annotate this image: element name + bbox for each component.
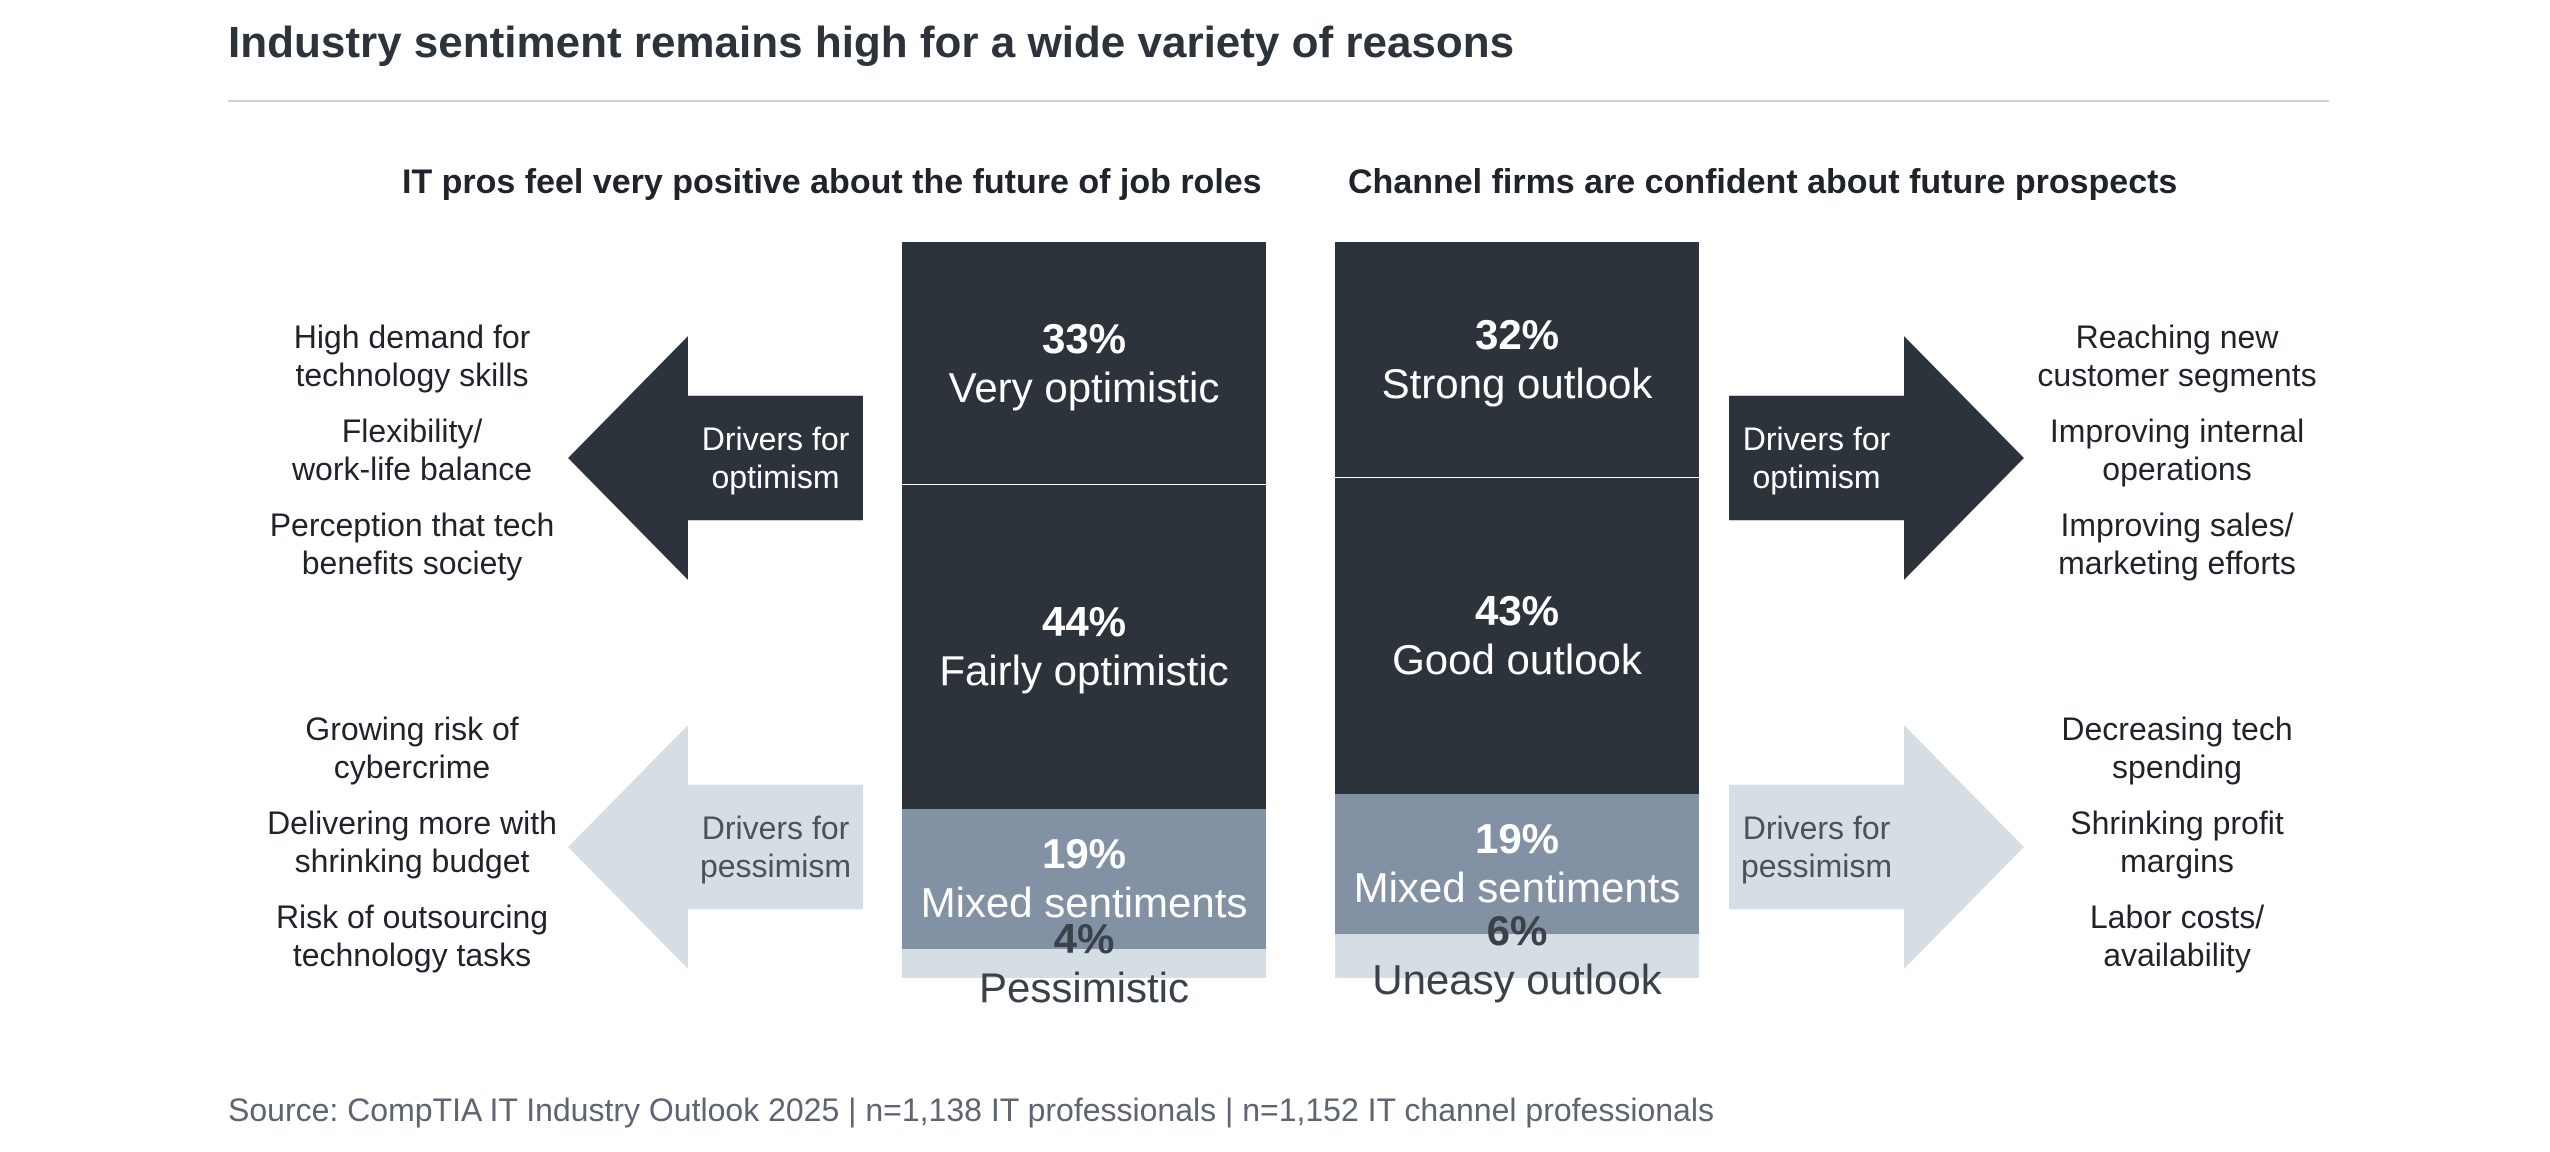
left-optimism-drivers-item-line: Flexibility/ [341, 413, 483, 449]
right-segment-category-label: Mixed sentiments [1353, 864, 1681, 911]
right-bar-segment-2: 43% Good outlook [1335, 478, 1699, 794]
left-optimism-arrow [568, 336, 863, 580]
right-optimism-drivers-item-line: Reaching new [2075, 319, 2279, 355]
right-pessimism-drivers-item-line: spending [2112, 749, 2242, 785]
left-pessimism-drivers-item-line: technology tasks [292, 937, 532, 973]
left-segment-value-label: 4% [1053, 914, 1115, 962]
right-pessimism-drivers-item: Shrinking profit margins [2070, 804, 2283, 880]
right-optimism-drivers-item-line: customer segments [2037, 357, 2317, 393]
source-note: Source: CompTIA IT Industry Outlook 2025… [228, 1092, 1714, 1128]
right-segment-category-label: Good outlook [1392, 636, 1642, 683]
left-bar-segment-2: 44% Fairly optimistic [902, 485, 1266, 809]
left-optimism-drivers-item-line: benefits society [301, 545, 523, 581]
right-optimism-arrow-shape [1729, 336, 2024, 580]
left-optimism-drivers-item-line: Perception that tech [269, 507, 555, 543]
left-bar-segment-4: 4% Pessimistic [902, 915, 1266, 1011]
right-optimism-drivers-item-line: Improving internal [2049, 413, 2305, 449]
title-divider [228, 100, 2329, 102]
left-segment-value-label: 44% [1041, 598, 1127, 645]
left-chart-subtitle: IT pros feel very positive about the fut… [402, 163, 1262, 201]
left-pessimism-arrow-label-line: pessimism [699, 848, 852, 884]
right-pessimism-drivers: Decreasing tech spending Shrinking profit m… [1947, 710, 2407, 992]
left-optimism-drivers-item-line: technology skills [295, 357, 529, 393]
left-optimism-drivers-item-line: work-life balance [291, 451, 533, 487]
right-pessimism-arrow [1729, 725, 2024, 969]
right-segment-value-label: 6% [1486, 907, 1548, 954]
left-optimism-drivers: High demand for technology skills Flexibil… [182, 318, 642, 600]
right-optimism-drivers: Reaching new customer segments Improving i… [1947, 318, 2407, 600]
right-pessimism-arrow-label-line: pessimism [1740, 848, 1893, 884]
left-optimism-drivers-item: Perception that tech benefits society [270, 506, 555, 582]
left-segment-category-label: Pessimistic [978, 963, 1190, 1011]
right-bar-segment-1: 32% Strong outlook [1335, 242, 1699, 478]
left-bar-segment-1: 33% Very optimistic [902, 242, 1266, 485]
left-bar-segment-3: 19% Mixed sentiments [902, 809, 1266, 949]
right-segment-category-label: Strong outlook [1381, 360, 1653, 407]
left-optimism-arrow-label-line: Drivers for [701, 421, 850, 457]
right-optimism-drivers-item: Reaching new customer segments [2037, 318, 2316, 394]
left-optimism-drivers-item: High demand for technology skills [294, 318, 531, 394]
left-optimism-arrow-shape [568, 336, 863, 580]
right-pessimism-drivers-item-line: Decreasing tech [2061, 711, 2293, 747]
left-pessimism-arrow [568, 725, 863, 969]
left-optimism-drivers-item-line: High demand for [293, 319, 531, 355]
right-optimism-drivers-item: Improving sales/marketing efforts [2058, 506, 2296, 582]
right-pessimism-arrow-label: Drivers for pessimism [1729, 725, 1904, 969]
right-optimism-arrow-label-line: optimism [1752, 459, 1881, 495]
left-pessimism-drivers-item-line: Delivering more with [267, 805, 557, 841]
left-optimism-arrow-label: Drivers for optimism [688, 336, 863, 580]
left-pessimism-drivers-item-line: Growing risk of [305, 711, 519, 747]
left-pessimism-drivers-item: Growing risk of cybercrime [305, 710, 518, 786]
left-pessimism-arrow-label-line: Drivers for [701, 810, 850, 846]
right-optimism-drivers-item-line: operations [2102, 451, 2252, 487]
right-pessimism-drivers-item-line: availability [2103, 937, 2251, 973]
left-pessimism-drivers-item: Risk of outsourcing technology tasks [276, 898, 548, 974]
right-pessimism-arrow-shape [1729, 725, 2024, 969]
left-segment-value-label: 33% [1041, 314, 1127, 362]
right-pessimism-drivers-item-line: Labor costs/ [2089, 899, 2265, 935]
right-pessimism-arrow-label-line: Drivers for [1742, 810, 1891, 846]
left-pessimism-drivers-item-line: shrinking budget [294, 843, 530, 879]
right-optimism-drivers-item: Improving internal operations [2050, 412, 2304, 488]
right-optimism-drivers-item-line: Improving sales/ [2060, 507, 2294, 543]
left-pessimism-drivers-item-line: Risk of outsourcing [275, 899, 549, 935]
right-pessimism-drivers-item: Decreasing tech spending [2061, 710, 2292, 786]
left-optimism-drivers-item: Flexibility/work-life balance [292, 412, 532, 488]
right-segment-value-label: 43% [1474, 587, 1560, 634]
left-segment-category-label: Fairly optimistic [939, 647, 1229, 694]
right-optimism-arrow [1729, 336, 2024, 580]
left-optimism-arrow-label-line: optimism [711, 459, 840, 495]
left-segment-category-label: Mixed sentiments [920, 879, 1248, 926]
right-pessimism-drivers-item-line: margins [2120, 843, 2234, 879]
right-segment-category-label: Uneasy outlook [1372, 956, 1662, 1003]
right-pessimism-drivers-item: Labor costs/availability [2090, 898, 2264, 974]
right-optimism-drivers-item-line: marketing efforts [2058, 545, 2296, 581]
right-optimism-arrow-label-line: Drivers for [1742, 421, 1891, 457]
left-pessimism-arrow-shape [568, 725, 863, 969]
chart-title: Industry sentiment remains high for a wi… [228, 18, 1515, 67]
left-pessimism-drivers-item: Delivering more with shrinking budget [267, 804, 557, 880]
right-segment-value-label: 19% [1474, 815, 1560, 862]
left-pessimism-arrow-label: Drivers for pessimism [688, 725, 863, 969]
left-segment-value-label: 19% [1041, 830, 1127, 877]
left-pessimism-drivers: Growing risk of cybercrime Delivering more… [182, 710, 642, 992]
right-optimism-arrow-label: Drivers for optimism [1729, 336, 1904, 580]
right-segment-value-label: 32% [1474, 311, 1560, 358]
right-bar-segment-4: 6% Uneasy outlook [1335, 907, 1699, 1003]
left-pessimism-drivers-item-line: cybercrime [333, 749, 491, 785]
right-bar-segment-3: 19% Mixed sentiments [1335, 794, 1699, 934]
left-segment-category-label: Very optimistic [948, 363, 1220, 411]
right-pessimism-drivers-item-line: Shrinking profit [2070, 805, 2284, 841]
right-chart-subtitle: Channel firms are confident about future… [1348, 163, 2178, 201]
